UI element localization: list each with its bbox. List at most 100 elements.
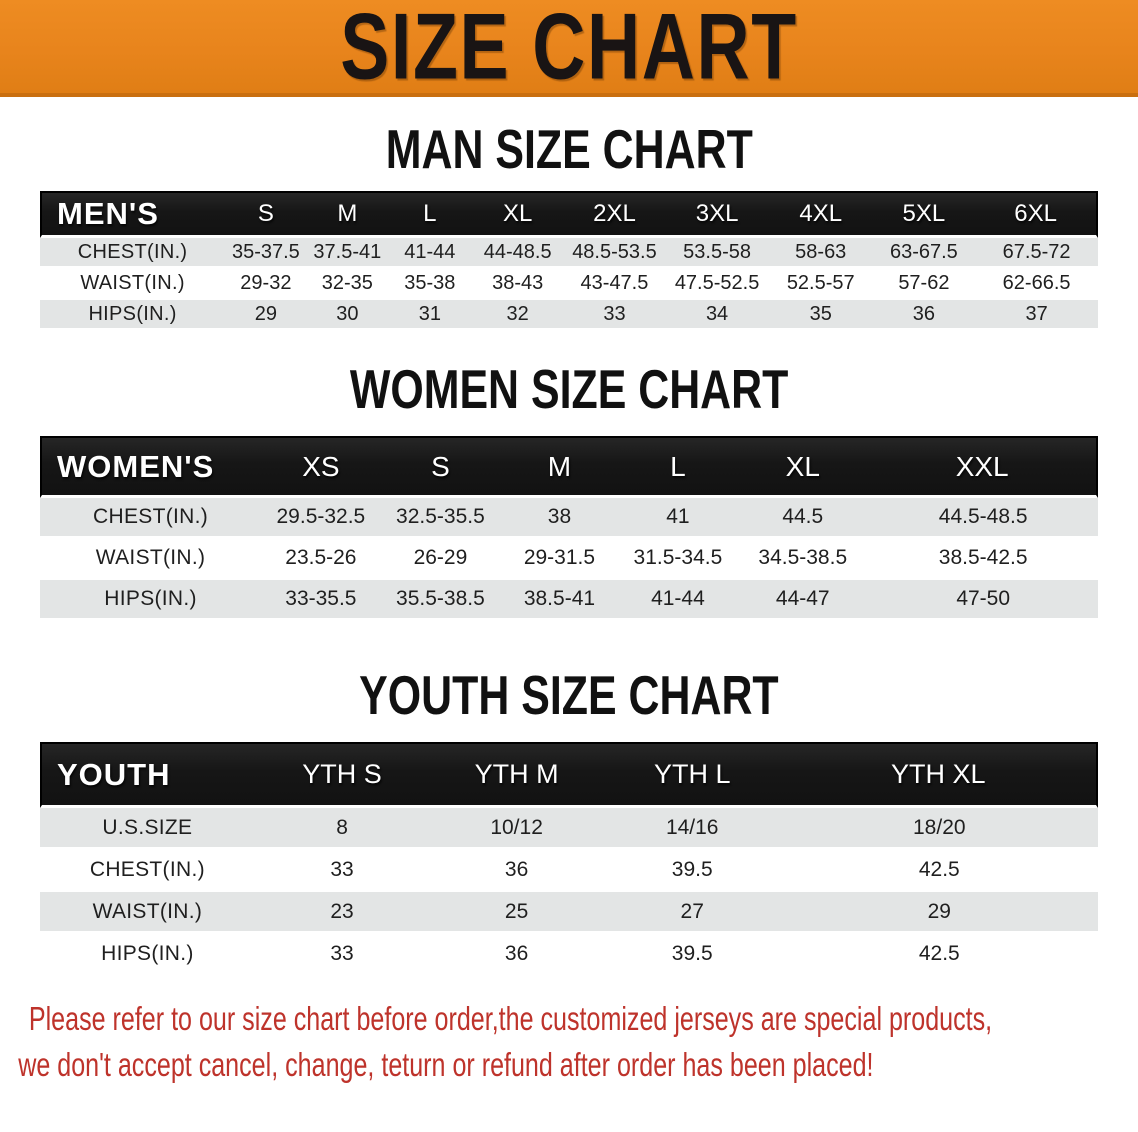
measurement-cell: 38-43	[471, 269, 564, 300]
size-column-header: L	[388, 191, 472, 238]
size-column-header: M	[500, 436, 619, 498]
measurement-cell: 33	[254, 850, 430, 892]
measurement-cell: 32	[471, 300, 564, 331]
size-column-header: 3XL	[665, 191, 769, 238]
measurement-cell: 41-44	[388, 238, 472, 269]
size-column-header: M	[306, 191, 389, 238]
measurement-cell: 62-66.5	[975, 269, 1098, 300]
youth-table: YOUTH YTH S YTH M YTH L YTH XL U.S.SIZE 8 10/12…	[40, 742, 1098, 976]
measurement-cell: 31	[388, 300, 472, 331]
measurement-cell: 39.5	[603, 934, 781, 976]
measurement-cell: 37.5-41	[306, 238, 389, 269]
size-column-header: YTH M	[429, 742, 604, 808]
size-column-header: 2XL	[563, 191, 666, 238]
size-column-header: 5XL	[872, 191, 976, 238]
measurement-cell: 53.5-58	[665, 238, 769, 269]
men-data-row: CHEST(IN.) 35-37.5 37.5-41 41-44 44-48.5 48.5…	[40, 238, 1098, 269]
men-data-row: HIPS(IN.) 29 30 31 32 33 34 35 36 37	[40, 300, 1098, 331]
row-label: WAIST(IN.)	[40, 539, 262, 580]
measurement-cell: 47.5-52.5	[665, 269, 769, 300]
row-label: HIPS(IN.)	[40, 580, 262, 621]
measurement-cell: 33-35.5	[261, 580, 381, 621]
size-column-header: L	[618, 436, 738, 498]
women-data-row: WAIST(IN.) 23.5-26 26-29 29-31.5 31.5-34.5 34…	[40, 539, 1098, 580]
measurement-cell: 38	[500, 498, 619, 539]
measurement-cell: 23	[254, 892, 430, 934]
size-column-header: S	[225, 191, 307, 238]
men-section-heading: MAN SIZE CHART	[385, 118, 753, 180]
measurement-cell: 31.5-34.5	[618, 539, 738, 580]
size-column-header: YTH S	[254, 742, 430, 808]
measurement-cell: 36	[429, 850, 604, 892]
measurement-cell: 44-48.5	[471, 238, 564, 269]
size-column-header: YTH L	[603, 742, 781, 808]
measurement-cell: 26-29	[380, 539, 501, 580]
youth-header-row: YOUTH YTH S YTH M YTH L YTH XL	[40, 742, 1098, 808]
men-table: MEN'S S M L XL 2XL 3XL 4XL 5XL 6XL CHEST(IN.) 35-37…	[40, 191, 1098, 331]
women-size-table: WOMEN'S XS S M L XL XXL CHEST(IN.) 29.5-32.5 32.5…	[40, 436, 1098, 621]
measurement-cell: 58-63	[768, 238, 873, 269]
measurement-cell: 23.5-26	[261, 539, 381, 580]
row-label: U.S.SIZE	[40, 808, 255, 850]
measurement-cell: 38.5-41	[500, 580, 619, 621]
measurement-cell: 67.5-72	[975, 238, 1098, 269]
women-table: WOMEN'S XS S M L XL XXL CHEST(IN.) 29.5-32.5 32.5…	[40, 436, 1098, 621]
men-size-table: MEN'S S M L XL 2XL 3XL 4XL 5XL 6XL CHEST(IN.) 35-37…	[40, 191, 1098, 331]
measurement-cell: 14/16	[603, 808, 781, 850]
banner: SIZE CHART	[0, 0, 1138, 97]
size-column-header: 4XL	[768, 191, 873, 238]
disclaimer-note: Please refer to our size chart before or…	[0, 996, 1138, 1088]
size-column-header: S	[380, 436, 501, 498]
measurement-cell: 25	[429, 892, 604, 934]
measurement-cell: 36	[872, 300, 976, 331]
measurement-cell: 32.5-35.5	[380, 498, 501, 539]
measurement-cell: 47-50	[868, 580, 1098, 621]
measurement-cell: 48.5-53.5	[563, 238, 666, 269]
measurement-cell: 41-44	[618, 580, 738, 621]
youth-table-label: YOUTH	[40, 742, 255, 808]
measurement-cell: 44.5	[737, 498, 869, 539]
measurement-cell: 34	[665, 300, 769, 331]
women-section-heading: WOMEN SIZE CHART	[349, 358, 789, 420]
women-table-label: WOMEN'S	[40, 436, 262, 498]
row-label: CHEST(IN.)	[40, 498, 262, 539]
measurement-cell: 33	[563, 300, 666, 331]
measurement-cell: 44.5-48.5	[868, 498, 1098, 539]
measurement-cell: 43-47.5	[563, 269, 666, 300]
row-label: CHEST(IN.)	[40, 850, 255, 892]
measurement-cell: 36	[429, 934, 604, 976]
measurement-cell: 29.5-32.5	[261, 498, 381, 539]
measurement-cell: 29	[780, 892, 1098, 934]
size-column-header: XS	[261, 436, 381, 498]
measurement-cell: 32-35	[306, 269, 389, 300]
youth-size-table: YOUTH YTH S YTH M YTH L YTH XL U.S.SIZE 8 10/12…	[40, 742, 1098, 976]
size-column-header: 6XL	[975, 191, 1098, 238]
measurement-cell: 35-37.5	[225, 238, 307, 269]
measurement-cell: 30	[306, 300, 389, 331]
men-header-row: MEN'S S M L XL 2XL 3XL 4XL 5XL 6XL	[40, 191, 1098, 238]
measurement-cell: 57-62	[872, 269, 976, 300]
row-label: HIPS(IN.)	[40, 300, 226, 331]
measurement-cell: 63-67.5	[872, 238, 976, 269]
youth-section-heading: YOUTH SIZE CHART	[359, 664, 779, 726]
youth-data-row: U.S.SIZE 8 10/12 14/16 18/20	[40, 808, 1098, 850]
measurement-cell: 39.5	[603, 850, 781, 892]
women-data-row: CHEST(IN.) 29.5-32.5 32.5-35.5 38 41 44.5 44.5…	[40, 498, 1098, 539]
measurement-cell: 18/20	[780, 808, 1098, 850]
size-column-header: XXL	[868, 436, 1098, 498]
men-data-row: WAIST(IN.) 29-32 32-35 35-38 38-43 43-47.5 47.…	[40, 269, 1098, 300]
measurement-cell: 35-38	[388, 269, 472, 300]
measurement-cell: 29-32	[225, 269, 307, 300]
disclaimer-line: Please refer to our size chart before or…	[28, 1000, 993, 1037]
measurement-cell: 42.5	[780, 934, 1098, 976]
measurement-cell: 52.5-57	[768, 269, 873, 300]
row-label: HIPS(IN.)	[40, 934, 255, 976]
measurement-cell: 37	[975, 300, 1098, 331]
row-label: WAIST(IN.)	[40, 269, 226, 300]
measurement-cell: 35	[768, 300, 873, 331]
size-column-header: YTH XL	[780, 742, 1098, 808]
measurement-cell: 29-31.5	[500, 539, 619, 580]
disclaimer-line: we don't accept cancel, change, teturn o…	[18, 1046, 874, 1083]
measurement-cell: 29	[225, 300, 307, 331]
measurement-cell: 38.5-42.5	[868, 539, 1098, 580]
